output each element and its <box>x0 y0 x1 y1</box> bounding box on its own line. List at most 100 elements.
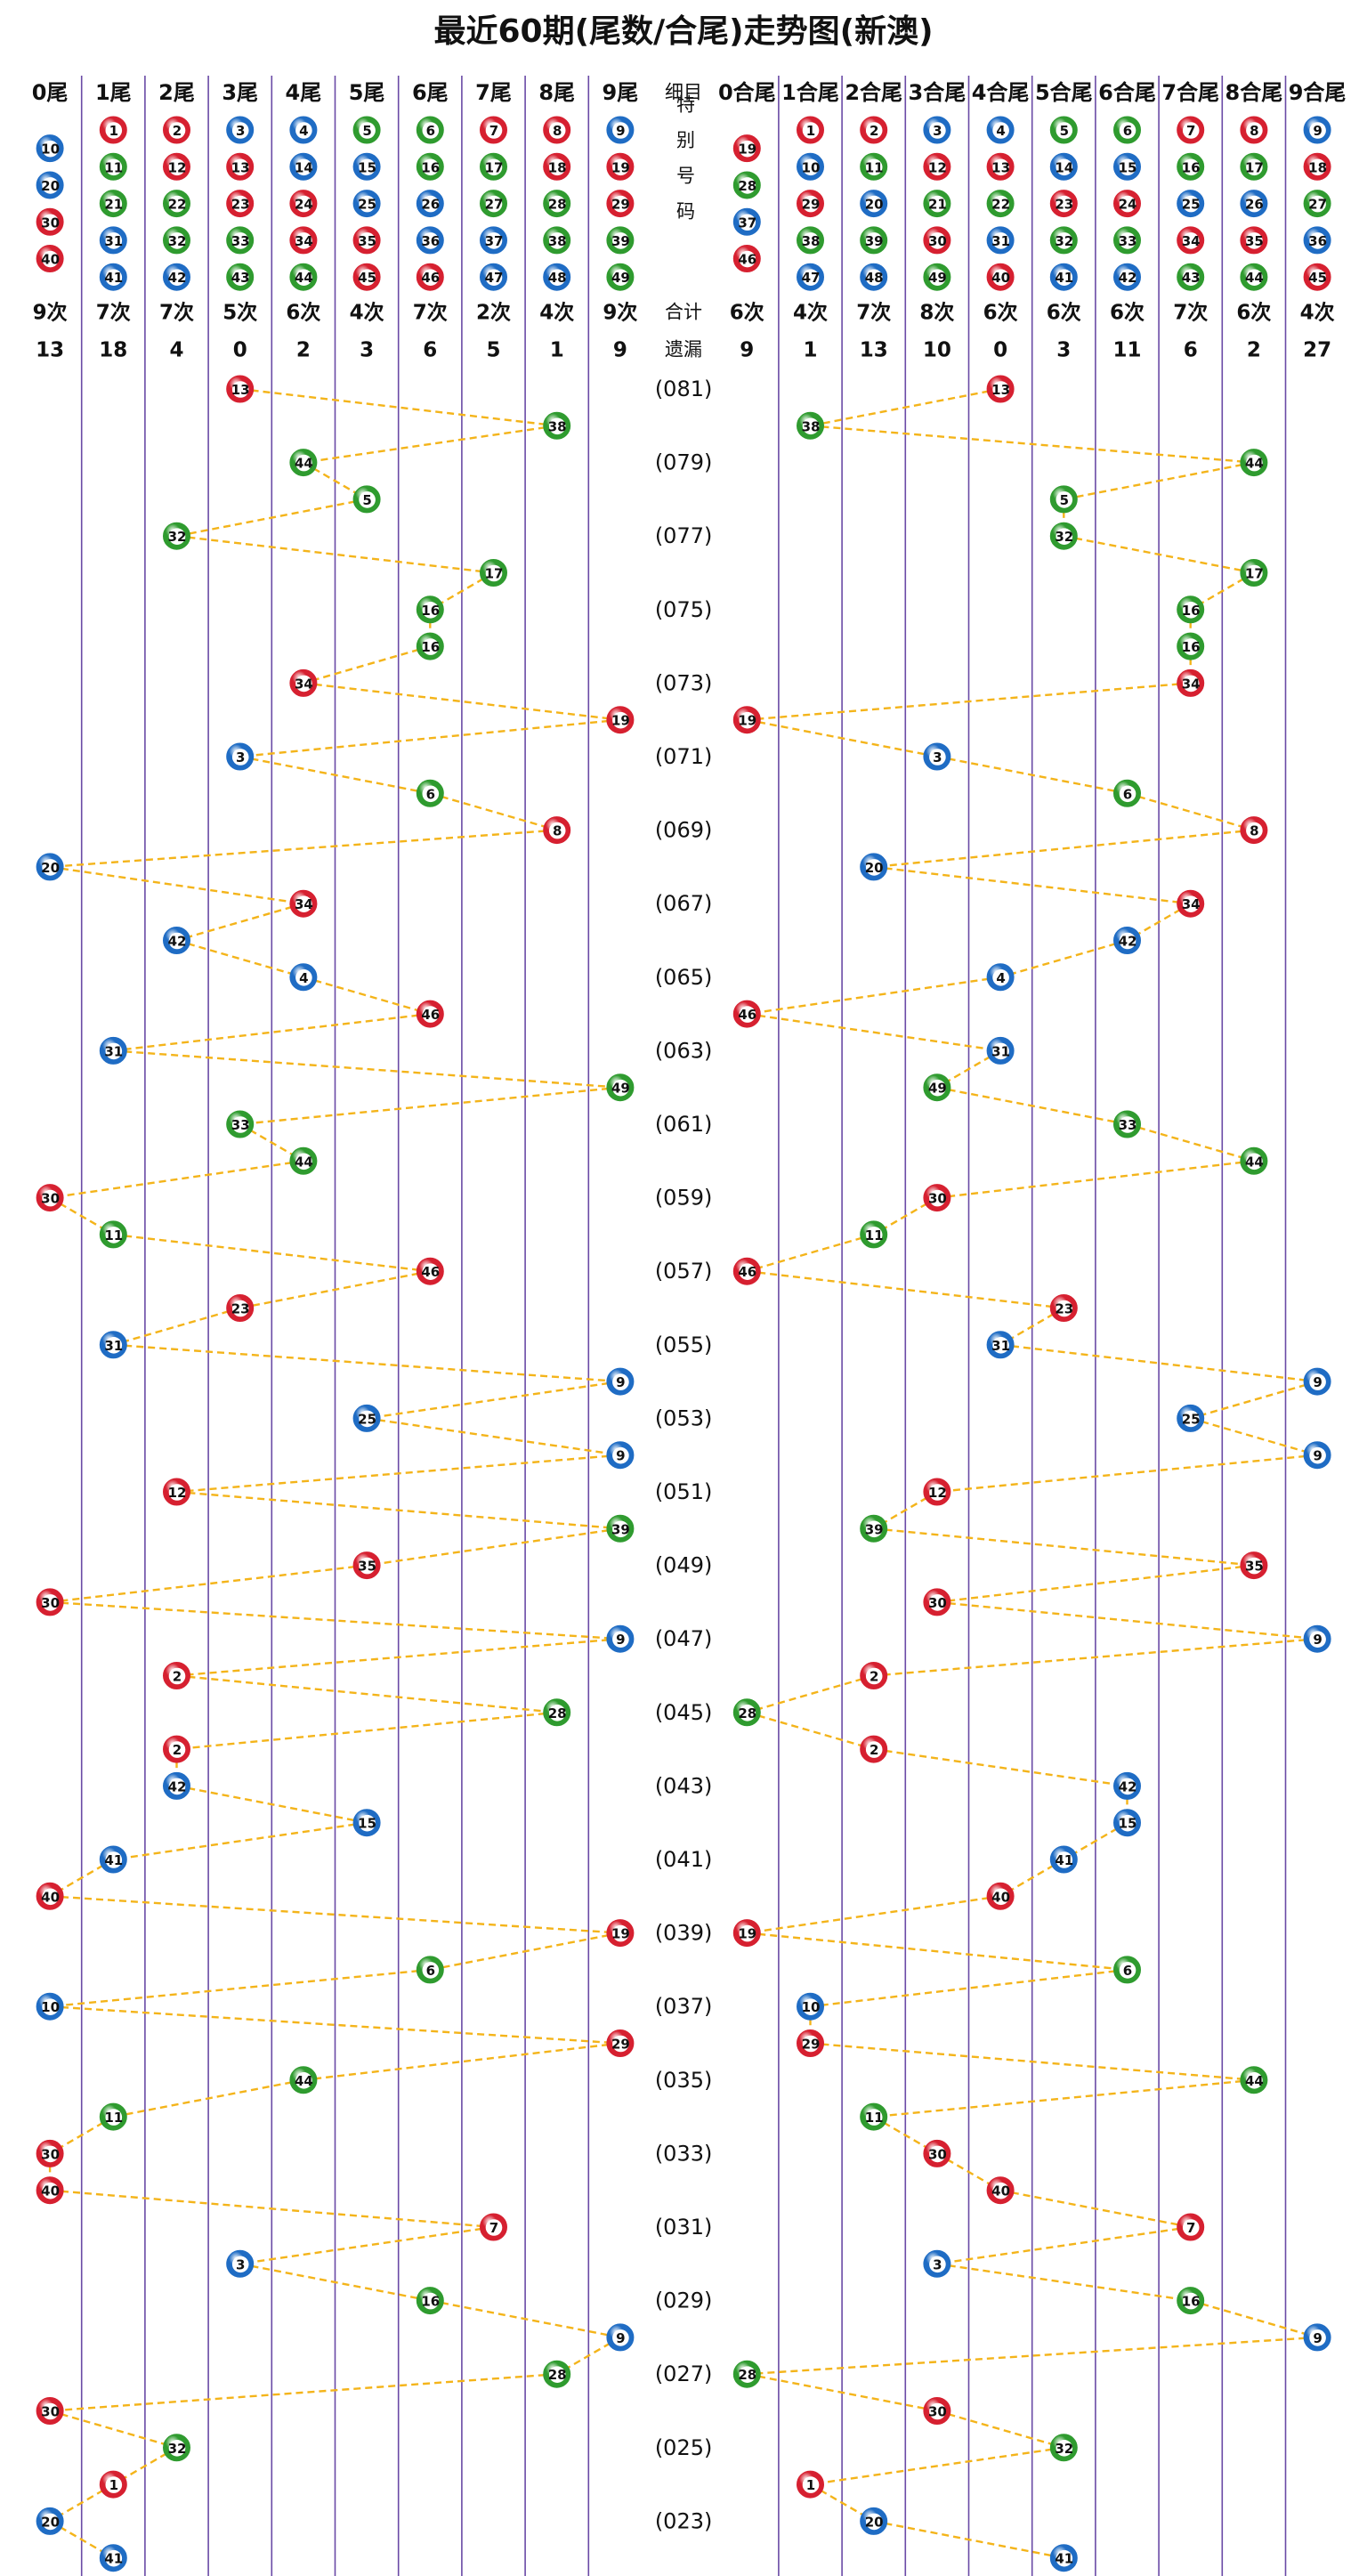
trend-line <box>936 2410 1064 2449</box>
header-ball: 5 <box>352 116 381 144</box>
tail-ball: 30 <box>36 1588 64 1616</box>
ball-center <box>1119 932 1136 950</box>
trend-line <box>176 1785 368 1824</box>
trend-line <box>176 535 494 574</box>
ball-center <box>548 417 566 435</box>
trend-line <box>303 644 431 685</box>
ball-center <box>802 417 820 435</box>
count: 6次 <box>983 301 1018 325</box>
tail-ball: 20 <box>36 853 64 881</box>
ball-center <box>802 2035 820 2053</box>
ball-center <box>1246 158 1263 176</box>
missing: 13 <box>860 339 888 362</box>
ball-center <box>231 232 249 249</box>
ball-center <box>612 195 629 213</box>
header-ball: 45 <box>352 263 381 291</box>
tail-ball: 10 <box>36 1992 64 2021</box>
ball-number: 30 <box>41 1595 60 1611</box>
column-header: 0合尾 <box>718 80 776 105</box>
ball-center <box>865 232 883 249</box>
ball-number: 46 <box>421 1264 440 1280</box>
header-ball: 32 <box>1049 226 1078 255</box>
period-label: (041) <box>655 1847 713 1872</box>
chart-title: 最近60期(尾数/合尾)走势图(新澳) <box>433 13 933 50</box>
missing: 1 <box>550 339 564 362</box>
tail-ball: 1 <box>99 2470 127 2499</box>
missing: 6 <box>423 339 437 362</box>
ball-center <box>548 1705 566 1721</box>
trend-line <box>49 1564 368 1604</box>
missing: 1 <box>803 339 817 362</box>
ball-center <box>865 2109 883 2126</box>
trend-line <box>999 1343 1318 1383</box>
ball-number: 13 <box>991 159 1010 175</box>
ball-center <box>1246 232 1263 249</box>
trend-line <box>810 425 1254 464</box>
header-ball: 1 <box>99 116 127 144</box>
ball-number: 8 <box>553 123 562 139</box>
ball-number: 35 <box>1245 233 1264 249</box>
trend-line <box>303 425 557 464</box>
ball-center <box>105 2549 123 2567</box>
ball-center <box>929 269 946 287</box>
ball-center <box>1246 564 1263 582</box>
ball-center <box>612 2035 629 2053</box>
ball-number: 23 <box>1055 1301 1073 1317</box>
ball-number: 42 <box>1119 934 1137 950</box>
ball-number: 31 <box>991 1338 1010 1354</box>
column-header: 8合尾 <box>1225 80 1283 105</box>
sum-tail-ball: 9 <box>1303 1441 1331 1470</box>
missing: 18 <box>99 339 127 362</box>
trend-line <box>239 1086 621 1126</box>
count: 7次 <box>96 301 131 325</box>
missing: 5 <box>486 339 500 362</box>
tail-ball: 30 <box>36 2139 64 2167</box>
header-ball: 16 <box>416 152 444 181</box>
ball-number: 1 <box>806 2477 815 2493</box>
sum-tail-ball: 3 <box>923 742 951 771</box>
header-ball: 8 <box>1240 116 1268 144</box>
header-ball: 29 <box>606 190 635 218</box>
ball-center <box>42 177 59 194</box>
sum-tail-ball: 2 <box>860 1662 888 1689</box>
trend-line <box>1064 535 1255 574</box>
column-header: 2尾 <box>158 80 195 105</box>
header-ball: 7 <box>1177 116 1205 144</box>
sum-tail-ball: 5 <box>1049 485 1078 514</box>
ball-number: 42 <box>168 934 187 950</box>
count: 4次 <box>1300 301 1335 325</box>
ball-center <box>865 1520 883 1538</box>
tail-ball: 23 <box>226 1294 255 1322</box>
tail-ball: 6 <box>416 1956 444 1984</box>
ball-center <box>105 195 123 213</box>
tail-ball: 6 <box>416 779 444 807</box>
column-header: 5合尾 <box>1035 80 1093 105</box>
tail-ball: 19 <box>606 1919 635 1948</box>
header-ball: 47 <box>797 263 824 291</box>
period-label: (029) <box>655 2288 713 2313</box>
trend-line <box>936 1600 1318 1640</box>
period-label: (081) <box>655 377 713 401</box>
header-ball: 48 <box>860 263 888 291</box>
header-ball: 3 <box>923 116 951 144</box>
ball-number: 10 <box>41 1999 60 2015</box>
ball-center <box>992 969 1009 986</box>
ball-center <box>295 269 312 287</box>
column-header: 7尾 <box>475 80 512 105</box>
header-ball: 25 <box>352 190 381 218</box>
header-ball: 7 <box>480 116 507 144</box>
header-ball: 6 <box>416 116 444 144</box>
ball-center <box>42 859 59 876</box>
ball-number: 2 <box>173 1742 182 1758</box>
trend-line <box>239 2263 431 2302</box>
trend-line <box>747 682 1191 721</box>
header-ball: 38 <box>543 226 571 255</box>
column-header: 9尾 <box>603 80 639 105</box>
ball-number: 3 <box>236 123 245 139</box>
ball-center <box>1182 232 1200 249</box>
ball-center <box>359 269 376 287</box>
header-ball: 48 <box>543 263 571 291</box>
header-ball: 33 <box>226 226 255 255</box>
ball-number: 4 <box>299 970 308 986</box>
ball-center <box>1182 2219 1200 2236</box>
